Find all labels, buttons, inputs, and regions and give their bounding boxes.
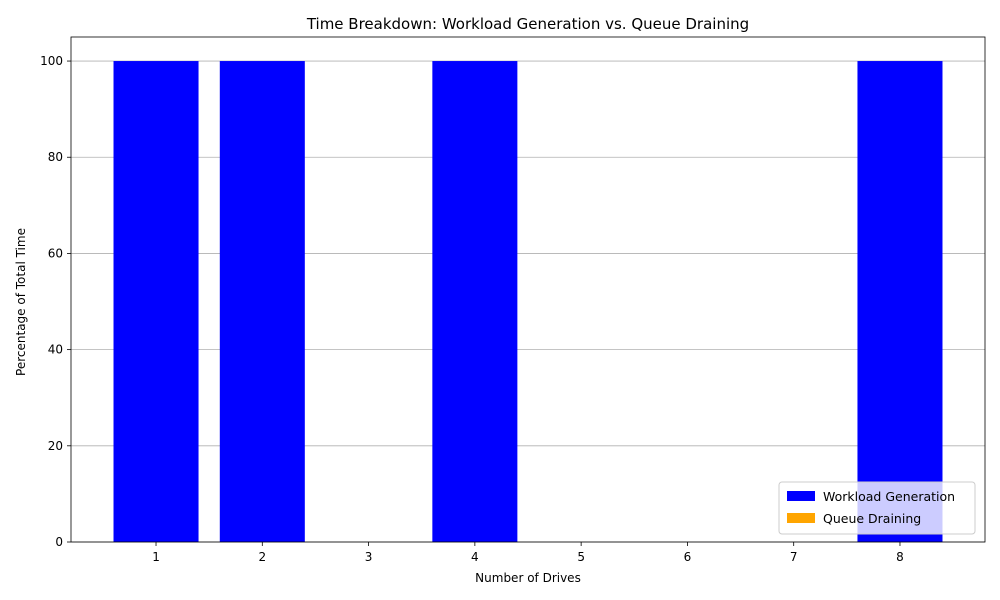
y-tick-label: 80 xyxy=(48,150,63,164)
legend-swatch xyxy=(787,491,815,501)
bar-workload-generation-1 xyxy=(113,61,199,543)
y-tick-label: 20 xyxy=(48,439,63,453)
bar-workload-generation-2 xyxy=(219,61,305,543)
x-tick-label: 4 xyxy=(471,550,479,564)
legend-label: Workload Generation xyxy=(823,489,955,504)
legend-box xyxy=(778,481,976,535)
y-tick-label: 40 xyxy=(48,343,63,357)
legend: Workload Generation Queue Draining xyxy=(778,481,976,535)
y-tick-label: 60 xyxy=(48,246,63,260)
x-tick-label: 6 xyxy=(684,550,692,564)
axes xyxy=(70,36,986,543)
bar-workload-generation-4 xyxy=(432,61,518,543)
chart-title: Time Breakdown: Workload Generation vs. … xyxy=(306,15,749,33)
legend-label: Queue Draining xyxy=(823,511,921,526)
bar-workload-generation-8 xyxy=(857,61,943,543)
x-tick-label: 8 xyxy=(896,550,904,564)
x-tick-label: 5 xyxy=(577,550,585,564)
legend-swatch xyxy=(787,513,815,523)
y-tick-label: 100 xyxy=(40,54,63,68)
bars xyxy=(113,61,943,543)
tick-labels: 0 20 40 60 80 100 1 2 3 4 5 6 7 8 xyxy=(40,54,904,564)
x-tick-label: 7 xyxy=(790,550,798,564)
x-tick-label: 1 xyxy=(152,550,160,564)
plot-frame xyxy=(70,36,986,543)
x-tick-label: 2 xyxy=(258,550,266,564)
x-axis-title: Number of Drives xyxy=(475,571,581,585)
y-tick-label: 0 xyxy=(55,535,63,549)
x-tick-label: 3 xyxy=(365,550,373,564)
y-axis-title: Percentage of Total Time xyxy=(14,228,28,376)
